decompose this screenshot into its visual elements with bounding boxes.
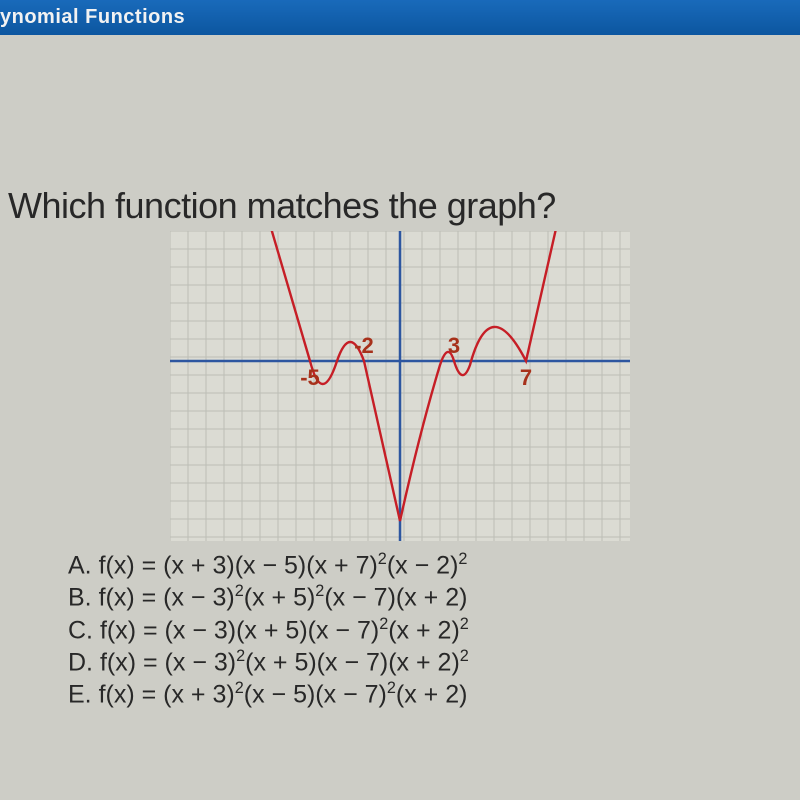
answer-prefix: D. f(x) = [68, 648, 165, 676]
header-title: ynomial Functions [0, 6, 800, 29]
answer-prefix: A. f(x) = [68, 551, 163, 579]
polynomial-chart: -5 -2 3 7 [170, 231, 630, 541]
page: ynomial Functions Which function matches… [0, 0, 800, 800]
superscript: 2 [460, 647, 469, 665]
answer-tail: (x − 7)(x + 2) [324, 584, 467, 612]
answer-mid: (x − 5)(x − 7) [244, 681, 387, 709]
superscript: 2 [235, 582, 244, 600]
x-intercept-label: 7 [520, 365, 532, 390]
superscript: 2 [387, 679, 396, 697]
answer-body: (x + 3) [163, 681, 235, 709]
answer-mid: (x + 2) [388, 616, 460, 644]
answer-body: (x − 3)(x + 5)(x − 7) [165, 616, 380, 644]
answer-option-d[interactable]: D. f(x) = (x − 3)2(x + 5)(x − 7)(x + 2)2 [68, 646, 792, 678]
answer-option-a[interactable]: A. f(x) = (x + 3)(x − 5)(x + 7)2(x − 2)2 [68, 549, 792, 581]
answer-body: (x − 3) [163, 584, 235, 612]
superscript: 2 [378, 550, 387, 568]
superscript: 2 [236, 647, 245, 665]
answer-mid: (x − 2) [387, 551, 459, 579]
answer-body: (x + 3)(x − 5)(x + 7) [163, 551, 378, 579]
answer-prefix: C. f(x) = [68, 616, 165, 644]
x-intercept-label: -5 [300, 365, 320, 390]
x-intercept-label: -2 [354, 333, 374, 358]
chart-container: -5 -2 3 7 [8, 231, 792, 541]
question-text: Which function matches the graph? [8, 185, 792, 227]
answer-mid: (x + 5)(x − 7)(x + 2) [245, 648, 460, 676]
answer-body: (x − 3) [165, 648, 237, 676]
answer-tail: (x + 2) [396, 681, 468, 709]
superscript: 2 [460, 615, 469, 633]
superscript: 2 [458, 550, 467, 568]
answer-prefix: B. f(x) = [68, 584, 163, 612]
answer-option-e[interactable]: E. f(x) = (x + 3)2(x − 5)(x − 7)2(x + 2) [68, 678, 792, 710]
content-area: Which function matches the graph? -5 -2 3 7… [0, 185, 800, 711]
answer-list: A. f(x) = (x + 3)(x − 5)(x + 7)2(x − 2)2… [8, 549, 792, 711]
answer-prefix: E. f(x) = [68, 681, 163, 709]
superscript: 2 [315, 582, 324, 600]
x-intercept-label: 3 [448, 333, 460, 358]
superscript: 2 [379, 615, 388, 633]
answer-option-c[interactable]: C. f(x) = (x − 3)(x + 5)(x − 7)2(x + 2)2 [68, 614, 792, 646]
superscript: 2 [235, 679, 244, 697]
header-bar: ynomial Functions [0, 0, 800, 35]
answer-option-b[interactable]: B. f(x) = (x − 3)2(x + 5)2(x − 7)(x + 2) [68, 581, 792, 613]
answer-mid: (x + 5) [244, 584, 316, 612]
